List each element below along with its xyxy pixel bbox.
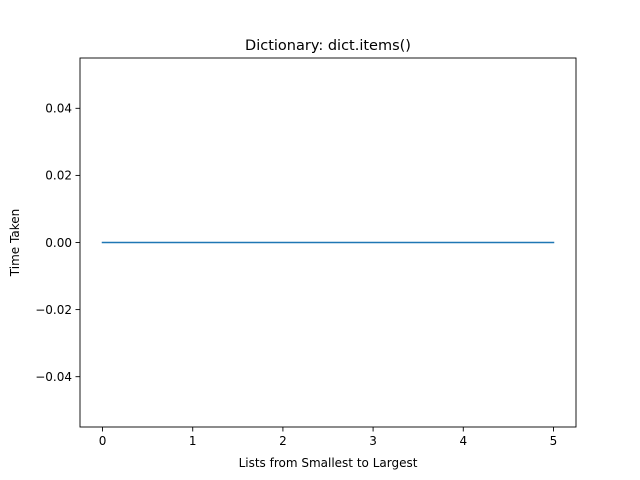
y-tick-label: 0.00 bbox=[45, 236, 72, 250]
x-tick-label: 3 bbox=[369, 434, 377, 448]
y-tick-label: 0.02 bbox=[45, 169, 72, 183]
x-tick-label: 4 bbox=[459, 434, 467, 448]
y-tick-label: 0.04 bbox=[45, 102, 72, 116]
y-tick-label: −0.02 bbox=[35, 303, 72, 317]
x-tick-label: 0 bbox=[99, 434, 107, 448]
x-tick-label: 1 bbox=[189, 434, 197, 448]
y-axis-label: Time Taken bbox=[8, 209, 22, 277]
x-tick-label: 5 bbox=[550, 434, 558, 448]
x-axis-label: Lists from Smallest to Largest bbox=[239, 456, 418, 470]
x-axis: 0 1 2 3 4 5 bbox=[99, 427, 558, 448]
y-axis: −0.04 −0.02 0.00 0.02 0.04 bbox=[35, 102, 80, 384]
x-tick-label: 2 bbox=[279, 434, 287, 448]
chart-title: Dictionary: dict.items() bbox=[245, 38, 411, 54]
y-tick-label: −0.04 bbox=[35, 370, 72, 384]
